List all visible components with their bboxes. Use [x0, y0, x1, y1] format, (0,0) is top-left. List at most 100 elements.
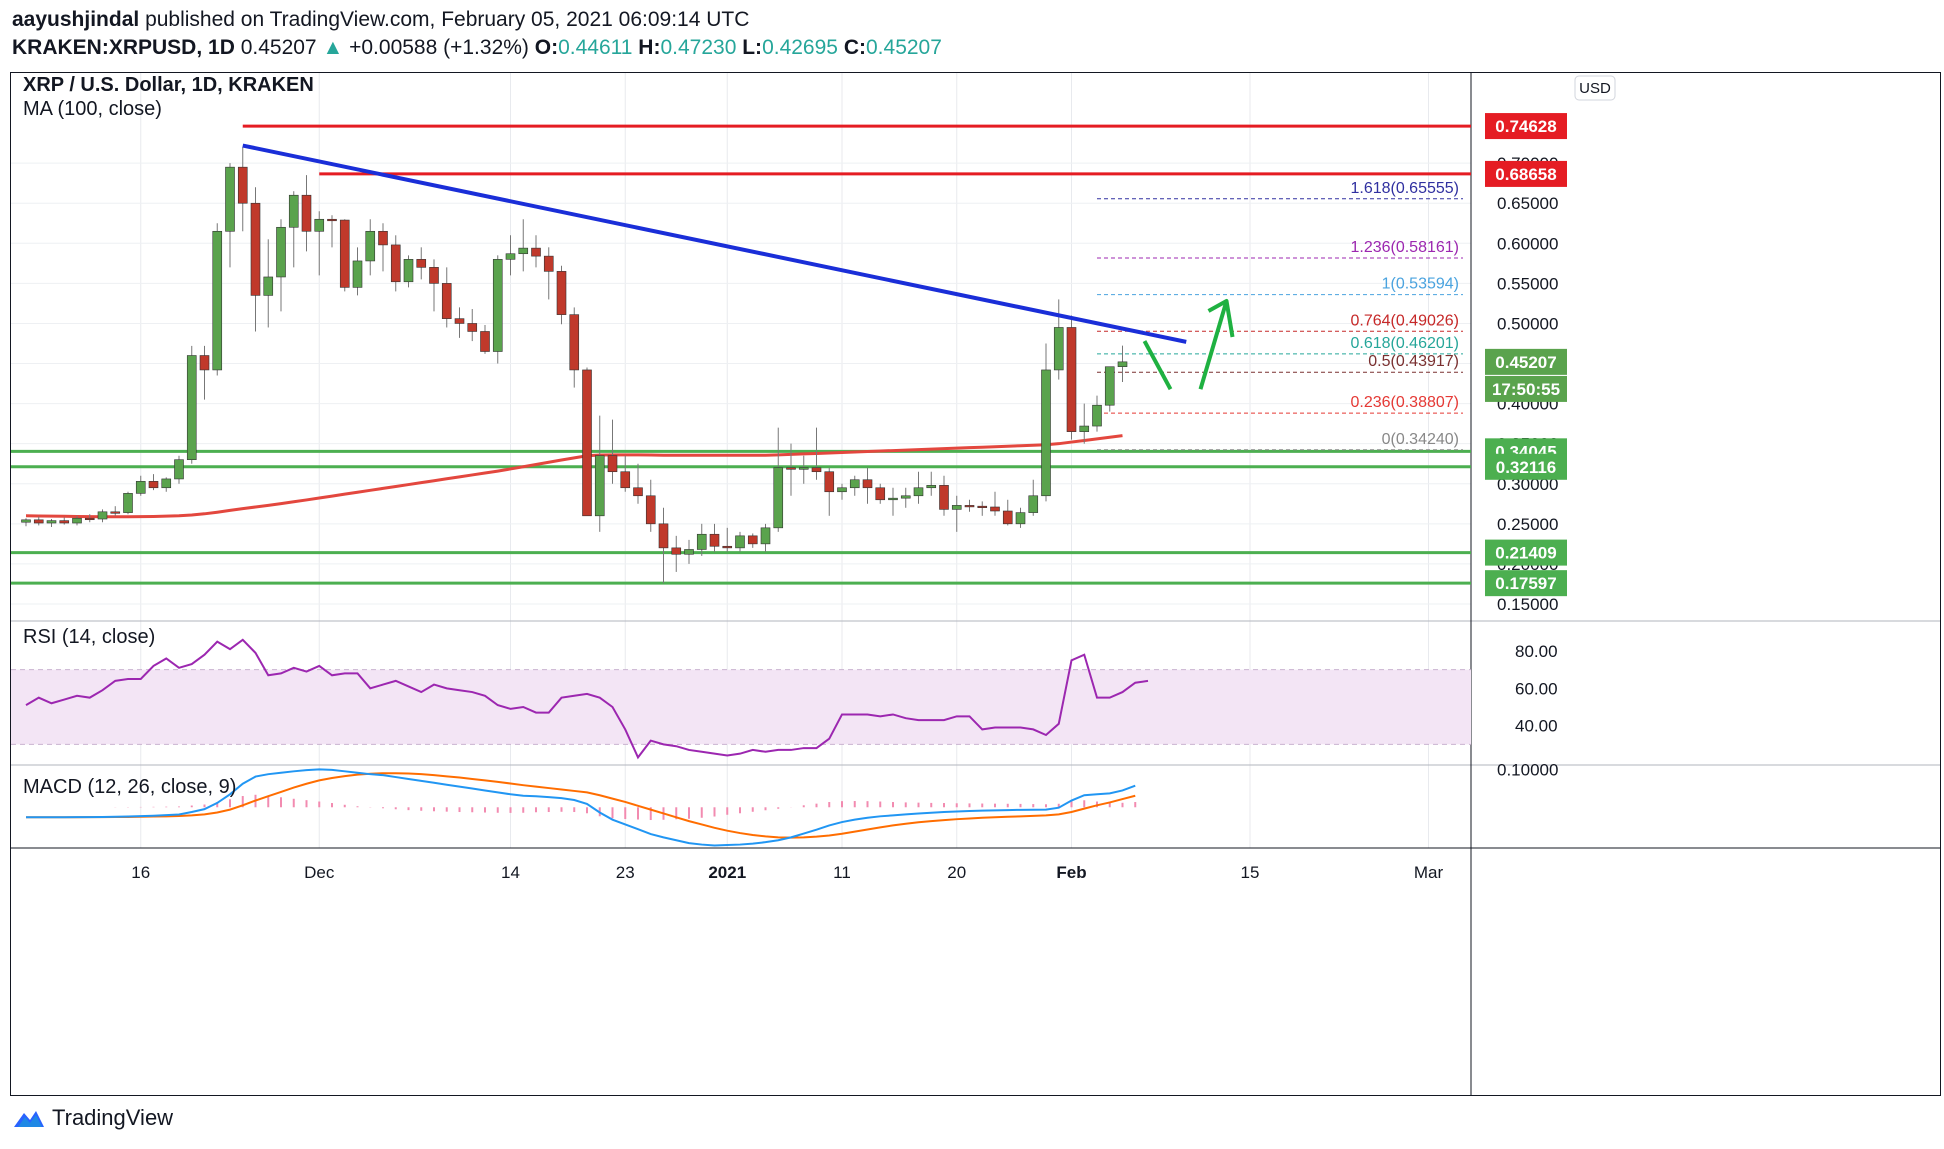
candle-body: [594, 455, 605, 517]
candle-body: [709, 533, 720, 547]
rsi-line: [25, 638, 1149, 760]
candle-body: [569, 314, 580, 371]
candle-body: [97, 511, 108, 520]
fib-level-label: 1(0.53594): [1382, 276, 1459, 293]
candle-body: [123, 493, 133, 513]
candle-body: [620, 471, 631, 489]
candle-body: [722, 545, 733, 549]
candle-body: [365, 230, 376, 262]
fib-level-label: 1.618(0.65555): [1350, 180, 1459, 197]
price-tag-box: [1485, 453, 1567, 480]
footer-brand[interactable]: TradingView: [12, 1105, 173, 1131]
candle-body: [888, 497, 898, 501]
candle-body: [900, 495, 911, 499]
rsi-title: RSI (14, close): [23, 626, 155, 648]
close-value: 0.45207: [866, 36, 942, 59]
candle-body: [250, 202, 261, 296]
candle-body: [926, 485, 937, 489]
candle-body: [811, 467, 822, 473]
candle-body: [416, 259, 427, 268]
tradingview-logo-icon: [14, 1111, 44, 1127]
projection-arrow-down: [1142, 340, 1173, 391]
candle-body: [212, 230, 223, 371]
candle-body: [798, 467, 809, 470]
candle-body: [480, 331, 490, 352]
macd-signal-line: [26, 772, 1136, 839]
candle-body: [735, 535, 745, 549]
candle-body: [276, 226, 286, 278]
price-tick-label: 0.25000: [1497, 515, 1558, 534]
price-tick-label: 0.60000: [1497, 234, 1558, 253]
rsi-band: [11, 669, 1471, 745]
candle-body: [1092, 404, 1102, 427]
symbol-label: KRAKEN:XRPUSD, 1D: [12, 36, 235, 59]
low-label: L:: [742, 36, 763, 59]
candle-body: [84, 517, 95, 521]
price-tick-label: 0.55000: [1497, 274, 1558, 293]
candle-body: [773, 467, 784, 529]
candle-body: [543, 255, 554, 272]
time-tick-label: 16: [131, 863, 150, 882]
candle-body: [199, 355, 210, 371]
quote-line: KRAKEN:XRPUSD, 1D 0.45207 ▲ +0.00588 (+1…: [12, 36, 942, 60]
price-tag-box: [1485, 375, 1567, 402]
time-tick-label: Feb: [1056, 863, 1086, 882]
candle-body: [786, 467, 796, 470]
candle-body: [658, 523, 669, 549]
price-tag-label: 0.17597: [1495, 574, 1556, 593]
price-tick-label: 0.50000: [1497, 314, 1558, 333]
macd-tick-label: 0.10000: [1497, 760, 1558, 779]
up-arrow-icon: ▲: [322, 36, 344, 59]
candle-body: [301, 194, 312, 232]
candle-body: [633, 487, 643, 497]
time-tick-label: 2021: [708, 863, 746, 882]
time-tick-label: 11: [833, 863, 851, 882]
candle-body: [1041, 369, 1051, 497]
price-tag-label: 0.45207: [1495, 353, 1556, 372]
price-tag-box: [1485, 160, 1567, 187]
publisher-name[interactable]: aayushjindal: [12, 8, 140, 31]
candle-body: [454, 318, 465, 324]
candle-body: [862, 479, 873, 489]
candle-body: [110, 511, 121, 514]
time-tick-label: Mar: [1414, 863, 1444, 882]
candle-body: [964, 505, 975, 508]
candle-body: [148, 481, 159, 489]
candle-body: [21, 519, 31, 523]
candle-body: [429, 267, 439, 284]
candle-body: [1104, 366, 1115, 406]
price-tag-box: [1485, 113, 1567, 140]
candle-body: [1079, 425, 1090, 432]
candle-body: [645, 495, 656, 525]
fib-level-label: 0.618(0.46201): [1350, 335, 1459, 352]
candle-body: [403, 259, 414, 283]
price-tag-label: 0.68658: [1495, 165, 1556, 184]
time-tick-label: Dec: [304, 863, 335, 882]
chart-frame[interactable]: 1.618(0.65555) 1.236(0.58161) 1(0.53594) 0.…: [10, 72, 1941, 1096]
time-tick-label: 14: [501, 863, 520, 882]
candle-body: [161, 478, 172, 489]
projection-arrow-head: [1207, 299, 1235, 338]
fib-level-label: 0.764(0.49026): [1350, 312, 1459, 329]
candle-body: [939, 485, 949, 510]
candle-body: [46, 520, 57, 524]
candle-body: [582, 369, 592, 517]
candle-body: [467, 323, 478, 332]
macd-title: MACD (12, 26, close, 9): [23, 776, 236, 798]
open-value: 0.44611: [558, 36, 633, 59]
candle-body: [237, 166, 248, 204]
price-change: +0.00588 (+1.32%): [349, 36, 529, 59]
candle-body: [59, 520, 70, 524]
fib-level-label: 0(0.34240): [1382, 431, 1459, 448]
macd-line: [26, 768, 1136, 847]
candle-body: [339, 219, 350, 288]
price-tag-label: 0.21409: [1495, 544, 1556, 563]
candle-body: [684, 549, 694, 555]
candle-body: [531, 247, 541, 257]
descending-trendline: [242, 143, 1187, 344]
close-label: C:: [843, 36, 866, 59]
chart-canvas[interactable]: 1.618(0.65555) 1.236(0.58161) 1(0.53594) 0.…: [11, 73, 1940, 1095]
candle-body: [1053, 327, 1064, 371]
price-tick-label: 0.65000: [1497, 194, 1558, 213]
last-price: 0.45207: [240, 36, 317, 59]
